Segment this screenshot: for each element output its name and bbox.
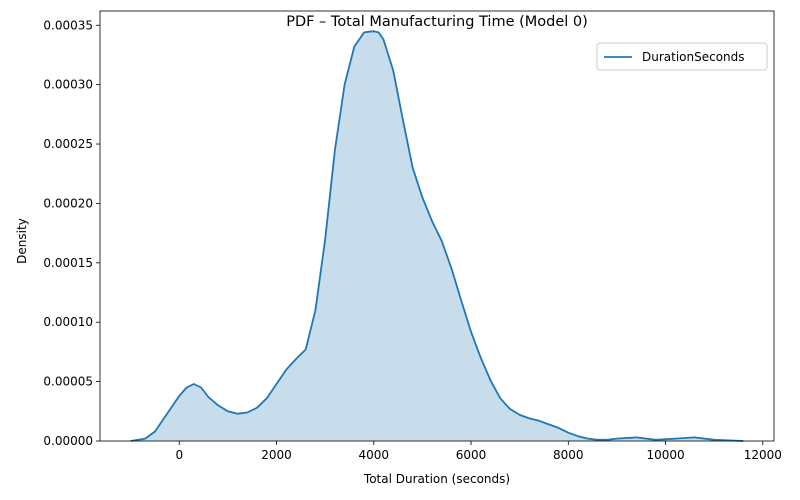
x-tick-label: 4000 bbox=[359, 448, 390, 462]
chart-title: PDF – Total Manufacturing Time (Model 0) bbox=[286, 14, 588, 30]
y-tick-label: 0.00005 bbox=[43, 375, 93, 389]
x-tick-label: 8000 bbox=[553, 448, 584, 462]
density-area-fill bbox=[130, 31, 744, 441]
density-series-line bbox=[130, 30, 744, 442]
axes-frame bbox=[99, 10, 775, 442]
plot-area bbox=[130, 30, 744, 442]
x-tick-label: 6000 bbox=[456, 448, 487, 462]
y-tick-label: 0.00020 bbox=[43, 196, 93, 210]
y-tick-label: 0.00035 bbox=[43, 18, 93, 32]
x-tick-label: 0 bbox=[175, 448, 183, 462]
y-axis: 0.00000 0.00005 0.00010 0.00015 0.00020 0.000… bbox=[43, 18, 100, 448]
x-tick-label: 2000 bbox=[261, 448, 292, 462]
y-axis-title: Density bbox=[15, 218, 29, 264]
y-tick-label: 0.00025 bbox=[43, 137, 93, 151]
x-tick-label: 10000 bbox=[646, 448, 684, 462]
x-tick-label: 12000 bbox=[744, 448, 782, 462]
y-tick-label: 0.00015 bbox=[43, 256, 93, 270]
x-axis-title: Total Duration (seconds) bbox=[363, 472, 510, 486]
x-axis: 0 2000 4000 6000 8000 10000 12000 bbox=[175, 441, 782, 462]
legend-label: DurationSeconds bbox=[642, 50, 745, 64]
legend: DurationSeconds bbox=[596, 42, 768, 71]
legend-frame bbox=[596, 42, 768, 71]
y-tick-label: 0.00000 bbox=[43, 434, 93, 448]
y-tick-label: 0.00030 bbox=[43, 78, 93, 92]
y-tick-label: 0.00010 bbox=[43, 315, 93, 329]
